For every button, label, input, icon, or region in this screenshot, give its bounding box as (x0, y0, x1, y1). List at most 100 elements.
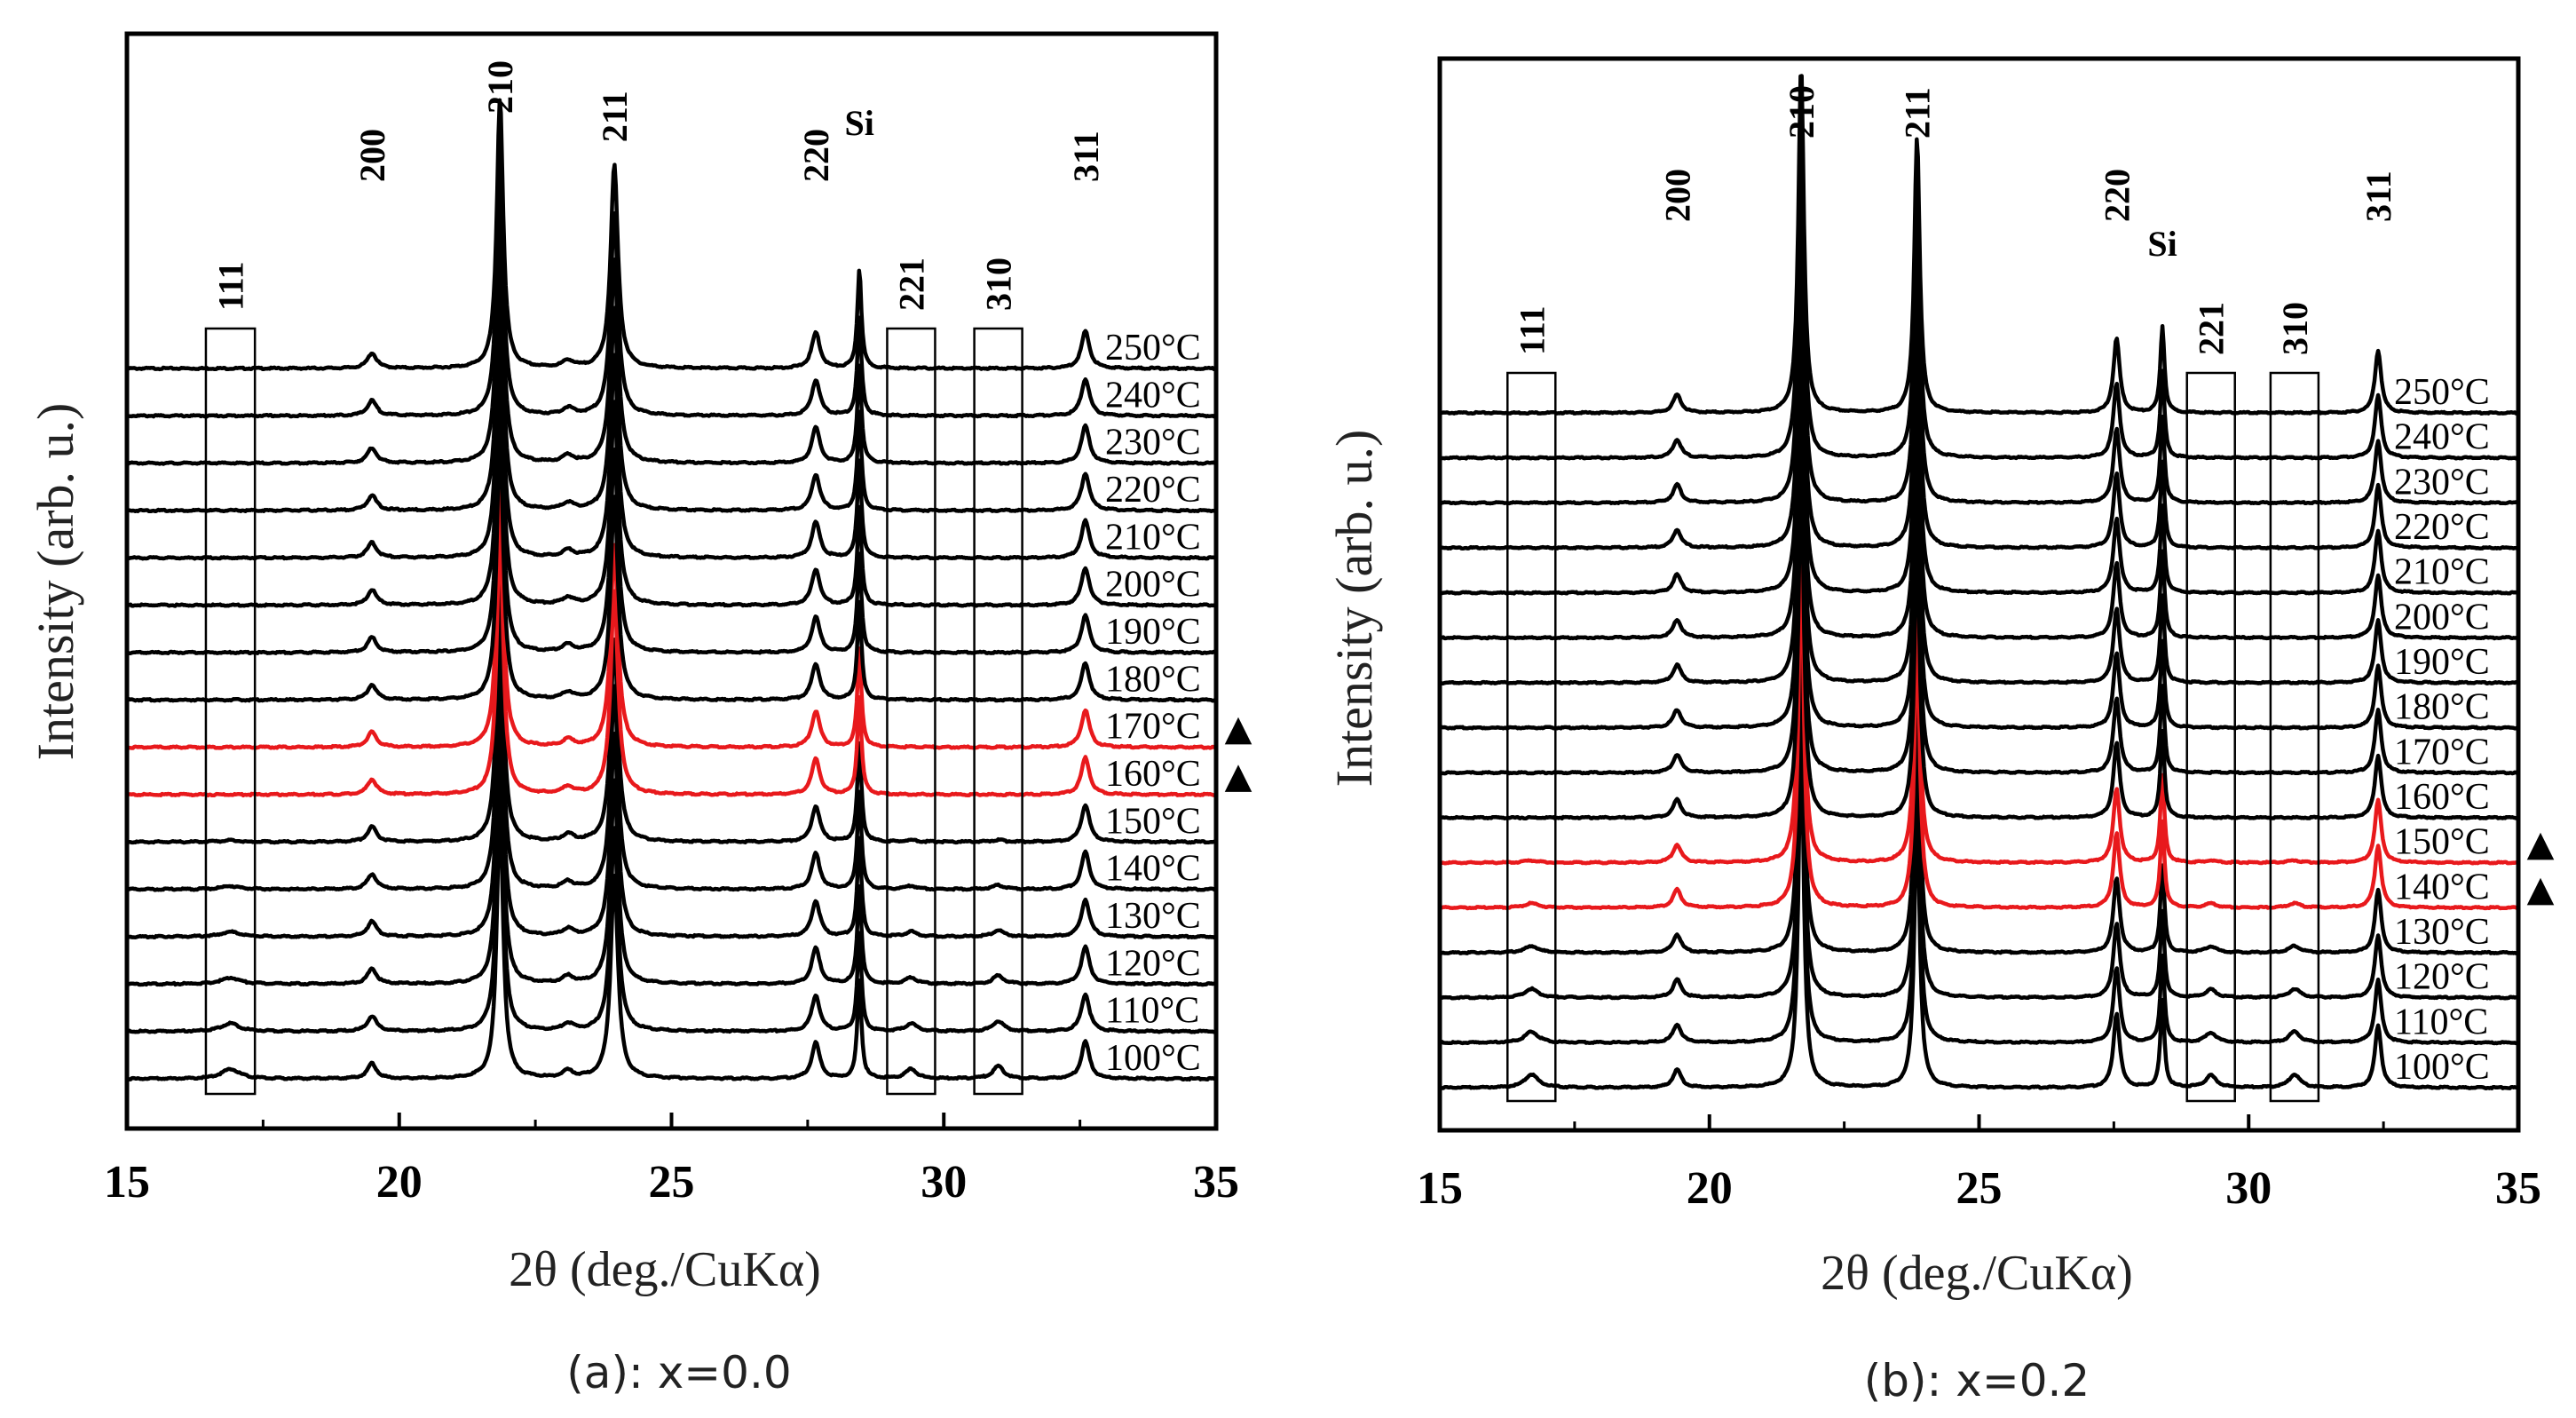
x-tick-label: 25 (1956, 1163, 2003, 1214)
peak-label-210: 210 (480, 60, 520, 114)
peak-label-310: 310 (2275, 302, 2315, 355)
temperature-label: 150°C (1105, 801, 1201, 842)
temperature-label: 150°C (2394, 822, 2490, 863)
temperature-label: 100°C (2394, 1047, 2490, 1088)
trace-130C (1439, 614, 2519, 955)
x-tick-label: 30 (921, 1157, 967, 1208)
temperature-label: 140°C (1105, 849, 1201, 890)
x-tick-label: 35 (2495, 1163, 2541, 1214)
temperature-label: 130°C (1105, 896, 1201, 937)
x-axis-label-b: 2θ (deg./CuKα) (1821, 1246, 2133, 1301)
temperature-label: 120°C (1105, 943, 1201, 984)
peak-label-220: 220 (796, 129, 836, 182)
temperature-label: 250°C (2394, 372, 2490, 413)
trace-210C (1439, 254, 2519, 596)
temperature-label: 160°C (1105, 754, 1201, 795)
traces-b (1438, 74, 2520, 1090)
peak-label-311: 311 (2359, 170, 2398, 222)
trace-180C (126, 429, 1217, 703)
plot-frame-a (124, 31, 1219, 1131)
temperature-label: 250°C (1105, 328, 1201, 368)
trace-190C (1439, 344, 2519, 685)
x-ticks-b: 15 20 25 30 35 (1417, 1114, 2541, 1214)
peak-label-200: 200 (1657, 169, 1697, 222)
trace-160C (126, 524, 1217, 798)
trace-200C (126, 334, 1217, 608)
peak-label-211: 211 (595, 91, 635, 142)
x-tick-label: 35 (1193, 1157, 1239, 1208)
peak-label-210: 210 (1782, 85, 1821, 139)
trace-200C (1439, 299, 2519, 641)
peak-label-si: Si (2147, 224, 2177, 264)
peak-label-211: 211 (1898, 87, 1938, 139)
traces-a (125, 98, 1218, 1082)
peak-label-220: 220 (2097, 169, 2137, 222)
temperature-label: 210°C (2394, 552, 2490, 593)
trace-180C (1439, 389, 2519, 731)
trace-210C (126, 288, 1217, 561)
x-axis-label-a: 2θ (deg./CuKα) (509, 1242, 821, 1297)
temperature-label: 160°C (2394, 777, 2490, 818)
x-tick-label: 30 (2225, 1163, 2272, 1214)
peak-box-221 (886, 327, 936, 1096)
trace-110C (126, 760, 1217, 1034)
temperature-label: 120°C (2394, 957, 2490, 998)
temperature-label: 230°C (1105, 423, 1201, 463)
temperature-label: 200°C (2394, 597, 2490, 638)
peak-label-221: 221 (2192, 302, 2232, 355)
trace-220C (1439, 210, 2519, 551)
x-ticks-a: 15 20 25 30 35 (104, 1113, 1239, 1208)
peak-boxes-b (1506, 371, 2320, 1103)
temperature-label: 230°C (2394, 462, 2490, 503)
trace-150C (126, 571, 1217, 845)
trace-250C (125, 98, 1217, 372)
trace-140C (1439, 568, 2519, 911)
peak-label-200: 200 (352, 129, 392, 182)
trace-170C (126, 476, 1217, 750)
temperature-label: 200°C (1105, 565, 1201, 606)
y-axis-label-b: Intensity (arb. u.) (1325, 430, 1383, 788)
peak-box-310 (973, 327, 1023, 1096)
transition-marker-icon: ▲ (1225, 709, 1252, 749)
temperature-label: 170°C (1105, 707, 1201, 748)
trace-230C (126, 193, 1217, 466)
trace-160C (1439, 479, 2519, 820)
temperature-label: 110°C (1105, 991, 1199, 1032)
x-tick-label: 15 (104, 1157, 150, 1208)
peak-label-111: 111 (211, 261, 251, 311)
trace-250C (1438, 74, 2519, 416)
temperature-label: 180°C (1105, 659, 1201, 700)
trace-150C (1439, 524, 2519, 866)
peak-box-310 (2269, 371, 2320, 1103)
peak-box-111 (1506, 371, 1557, 1103)
peak-label-221: 221 (891, 257, 931, 311)
temperature-label: 220°C (1105, 470, 1201, 511)
temperature-label: 190°C (2394, 642, 2490, 683)
trace-240C (1439, 119, 2519, 461)
temperature-label: 170°C (2394, 732, 2490, 772)
temperature-label: 190°C (1105, 612, 1201, 653)
trace-100C (126, 808, 1217, 1082)
trace-120C (126, 714, 1218, 987)
caption-a: (a): x=0.0 (566, 1347, 791, 1398)
temperature-label: 180°C (2394, 687, 2490, 728)
temperature-label: 240°C (2394, 417, 2490, 458)
y-axis-label-a: Intensity (arb. u.) (27, 403, 84, 761)
temperature-label: 100°C (1105, 1038, 1201, 1079)
peak-label-310: 310 (979, 257, 1019, 311)
trace-230C (1439, 163, 2519, 506)
trace-220C (126, 239, 1217, 514)
temperature-label: 210°C (1105, 517, 1201, 558)
trace-120C (1439, 659, 2520, 1001)
transition-marker-icon: ▲ (1225, 756, 1252, 796)
x-tick-label: 15 (1417, 1163, 1463, 1214)
trace-140C (126, 619, 1217, 892)
peak-label-si: Si (844, 103, 873, 143)
caption-b: (b): x=0.2 (1864, 1355, 2090, 1406)
peak-box-111 (204, 327, 257, 1096)
